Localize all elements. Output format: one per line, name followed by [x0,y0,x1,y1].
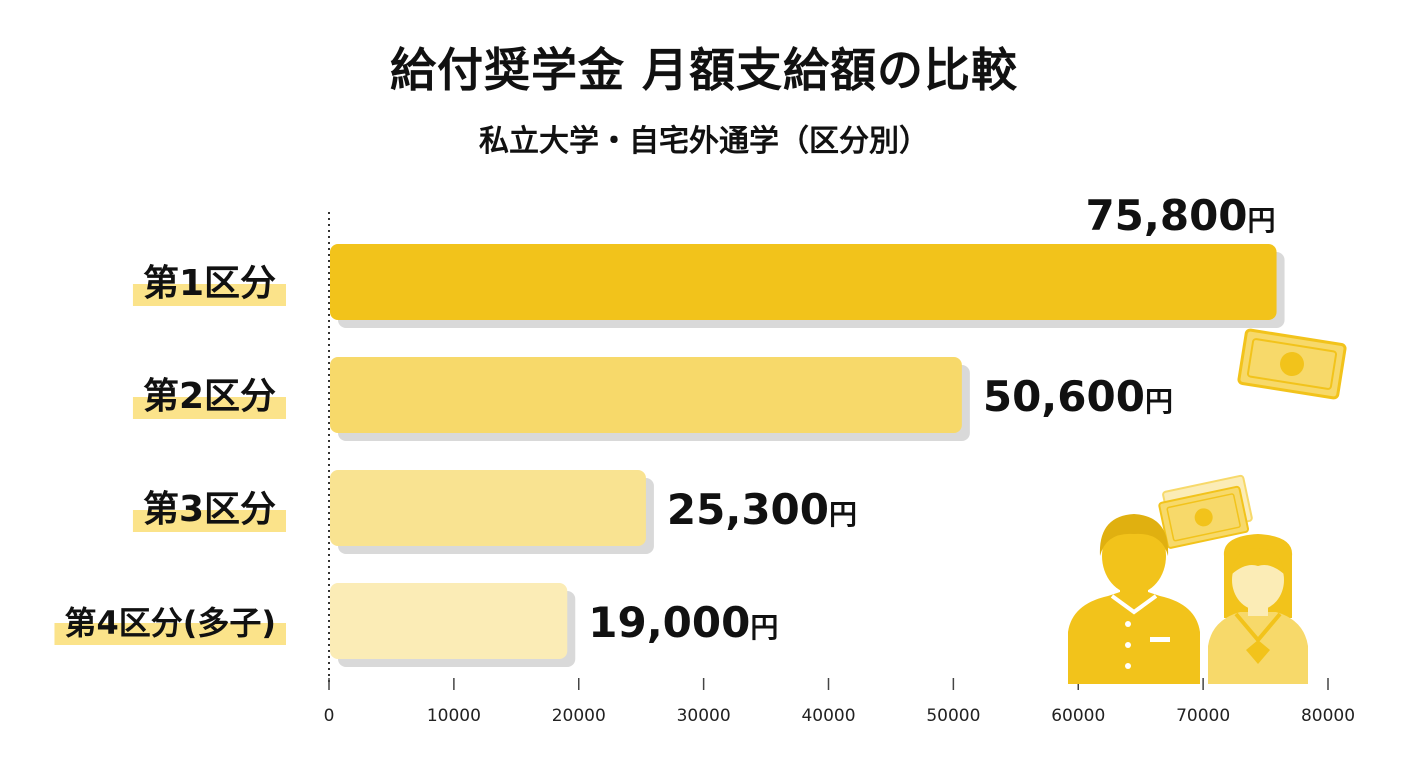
bar [330,357,962,433]
x-tick-label: 20000 [552,706,606,726]
category-label: 第3区分 [143,489,276,530]
x-tick-label: 0 [324,706,335,726]
category-label: 第2区分 [143,376,276,417]
x-tick-label: 50000 [926,706,980,726]
x-tick-label: 60000 [1051,706,1105,726]
male-student-icon [1068,514,1200,684]
x-tick-label: 10000 [427,706,481,726]
money-stack-icon [1158,474,1253,549]
x-tick-label: 80000 [1301,706,1355,726]
money-bill-icon [1237,328,1347,400]
bar [330,583,568,659]
category-label: 第4区分(多子) [64,604,276,642]
value-label: 25,300円 [667,485,857,534]
chart-subtitle: 私立大学・自宅外通学（区分別） [479,124,929,159]
label-highlight [132,510,286,532]
x-tick-label: 70000 [1176,706,1230,726]
bar [330,470,646,546]
category-label: 第1区分 [143,263,276,304]
x-tick-label: 40000 [801,706,855,726]
value-label: 50,600円 [983,372,1173,421]
label-highlight [132,397,286,419]
label-highlight [132,284,286,306]
bar [330,244,1277,320]
value-label: 75,800円 [1085,191,1275,240]
label-highlight [54,623,286,645]
female-student-icon [1208,534,1308,684]
x-tick-label: 30000 [677,706,731,726]
chart-title: 給付奨学金 月額支給額の比較 [389,43,1018,97]
value-label: 19,000円 [588,598,778,647]
